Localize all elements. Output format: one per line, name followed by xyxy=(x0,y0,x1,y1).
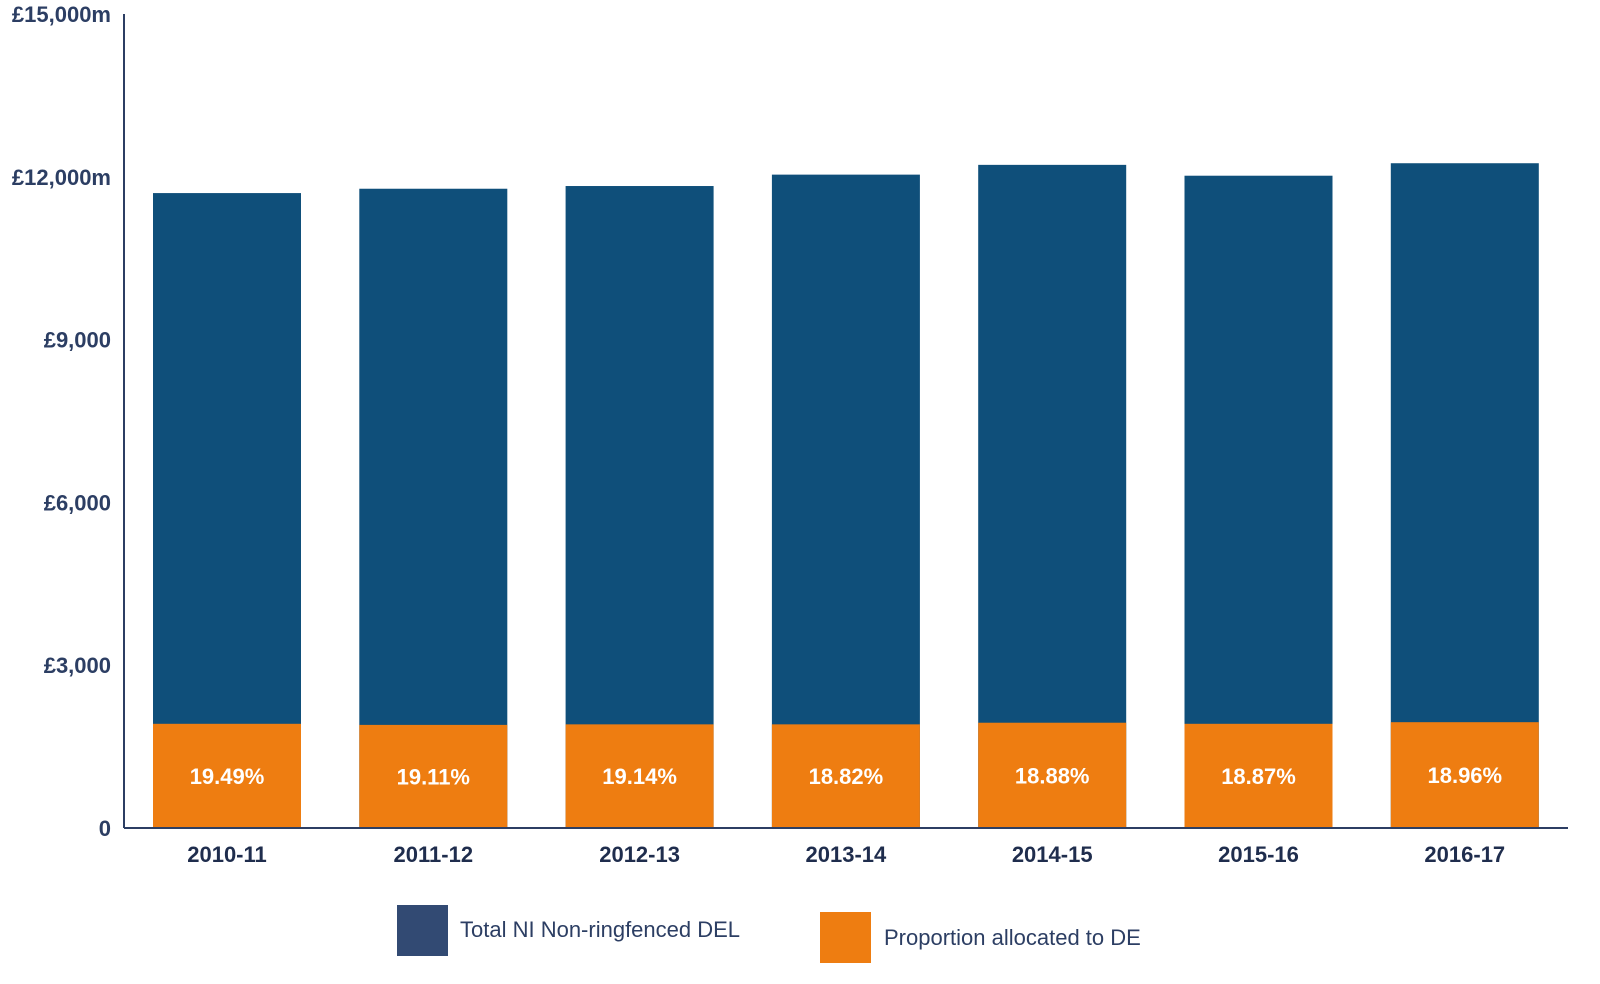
data-label-de-2015-16: 18.87% xyxy=(1221,764,1296,789)
data-label-de-2011-12: 19.11% xyxy=(397,764,470,789)
y-tick-labels: 0 £3,000 £6,000 £9,000 £12,000m £15,000m xyxy=(12,2,111,841)
bar-total-2013-14 xyxy=(771,174,920,828)
x-tick-label: 2013-14 xyxy=(806,842,888,867)
x-tick-label: 2011-12 xyxy=(394,842,474,867)
axes-group xyxy=(123,14,1568,829)
y-tick-label: £9,000 xyxy=(44,328,111,353)
bar-de-2014-15 xyxy=(978,722,1127,828)
bar-total-2011-12 xyxy=(359,188,508,829)
data-label-de-2016-17: 18.96% xyxy=(1427,763,1502,788)
legend-label-de: Proportion allocated to DE xyxy=(884,925,1141,950)
x-tick-label: 2014-15 xyxy=(1012,842,1093,867)
bar-de-2011-12 xyxy=(359,724,508,828)
data-label-de-2010-11: 19.49% xyxy=(190,764,265,789)
bar-total-2012-13 xyxy=(565,186,714,828)
bar-de-2015-16 xyxy=(1184,723,1333,828)
data-label-de-2012-13: 19.14% xyxy=(602,764,677,789)
x-tick-label: 2012-13 xyxy=(599,842,680,867)
legend-swatch-de xyxy=(820,912,871,963)
legend-swatch-total xyxy=(397,905,448,956)
y-tick-label: £15,000m xyxy=(12,2,111,27)
x-tick-label: 2016-17 xyxy=(1424,842,1505,867)
bar-total-2015-16 xyxy=(1184,175,1333,828)
bar-total-2016-17 xyxy=(1390,163,1539,828)
bar-de-2013-14 xyxy=(771,724,920,828)
y-tick-label: £6,000 xyxy=(44,490,111,515)
x-tick-label: 2010-11 xyxy=(187,842,267,867)
data-label-de-2013-14: 18.82% xyxy=(809,764,884,789)
bars-group: 19.49% 19.11% 19.14% 18.82% 18.88% 18.87% 18.9… xyxy=(153,163,1539,829)
y-tick-label: £12,000m xyxy=(12,165,111,190)
bar-de-2010-11 xyxy=(153,723,301,828)
data-label-de-2014-15: 18.88% xyxy=(1015,763,1090,788)
legend: Total NI Non-ringfenced DEL Proportion a… xyxy=(397,905,1141,963)
y-tick-label: 0 xyxy=(99,816,111,841)
bar-de-2012-13 xyxy=(565,724,714,828)
x-tick-labels: 2010-11 2011-12 2012-13 2013-14 2014-15 2015-… xyxy=(187,842,1505,867)
bar-de-2016-17 xyxy=(1390,722,1539,828)
x-tick-label: 2015-16 xyxy=(1218,842,1299,867)
legend-label-total: Total NI Non-ringfenced DEL xyxy=(460,917,740,942)
bar-total-2014-15 xyxy=(978,164,1127,828)
y-tick-label: £3,000 xyxy=(44,653,111,678)
bar-total-2010-11 xyxy=(153,193,301,828)
